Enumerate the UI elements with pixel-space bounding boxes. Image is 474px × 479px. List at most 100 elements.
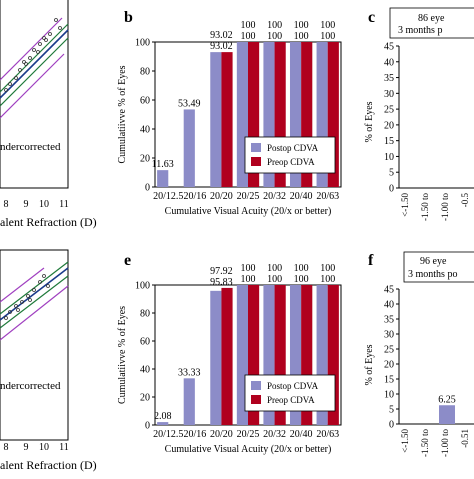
left-top-axis-label: alent Refraction (D) xyxy=(0,215,97,229)
data-label: 100 xyxy=(294,31,309,42)
bar-postop xyxy=(183,378,195,425)
y-tick-label: 20 xyxy=(384,120,394,131)
bar-postop xyxy=(316,42,328,187)
y-tick-label: 15 xyxy=(384,136,394,147)
x-tick-label: 20/12.5 xyxy=(153,191,183,202)
data-label: 6.25 xyxy=(438,394,456,405)
x-tick-label: 20/40 xyxy=(290,429,313,440)
legend-swatch xyxy=(251,395,261,404)
panel-c-ylabel: % of Eyes xyxy=(364,101,375,142)
panel-c-axis: 45 40 35 30 25 20 15 10 5 0 <-1.50 -1.50 to -1.00 to… xyxy=(384,42,474,221)
x-tick-label: 20/63 xyxy=(316,191,339,202)
y-axis-label: Cumulatiivve % of Eyes xyxy=(117,306,128,404)
x-tick-label: -1.00 to xyxy=(440,429,450,457)
panel-letter-c: c xyxy=(368,9,375,26)
bar-chart-b: b Cumulatiivve % of Eyes Cumulative Visu… xyxy=(117,9,342,217)
y-tick-label: 0 xyxy=(389,420,394,431)
scatter-points xyxy=(4,18,62,92)
x-tick-label: <-1.50 xyxy=(400,193,410,217)
x-tick-label: 20/63 xyxy=(316,429,339,440)
panel-f-box-line2: 3 months po xyxy=(408,269,457,280)
blue-line xyxy=(0,29,69,99)
bar-postop xyxy=(236,42,248,187)
data-label: 2.08 xyxy=(154,411,172,422)
data-label: 93.02 xyxy=(210,30,233,41)
y-tick-label: 0 xyxy=(145,183,150,194)
left-bottom-tick: 10 xyxy=(39,442,49,453)
x-tick-label: -1.50 to xyxy=(420,193,430,221)
y-tick-label: 80 xyxy=(140,309,150,320)
x-tick-label: -1.50 to xyxy=(420,429,430,457)
data-label: 100 xyxy=(320,20,335,31)
panel-f: f 96 eye 3 months po 45 40 35 30 25 20 15 10 5 0 <… xyxy=(364,251,474,457)
left-bottom-tick: 11 xyxy=(59,442,69,453)
x-tick-label: 20/20 xyxy=(210,191,233,202)
data-label: 100 xyxy=(294,20,309,31)
y-tick-label: 10 xyxy=(384,390,394,401)
y-tick-label: 45 xyxy=(384,42,394,53)
y-tick-label: 5 xyxy=(389,405,394,416)
panel-f-axis: 45 40 35 30 25 20 15 10 5 0 <-1.50 -1.50 to -1.00 to… xyxy=(384,285,474,457)
y-tick-label: 30 xyxy=(384,330,394,341)
y-tick-label: 25 xyxy=(384,105,394,116)
x-tick-label: <-1.50 xyxy=(400,429,410,453)
bar-preop xyxy=(327,42,339,187)
data-label: 100 xyxy=(320,31,335,42)
legend-swatch xyxy=(251,157,261,166)
data-label: 100 xyxy=(267,20,282,31)
data-label: 93.02 xyxy=(210,41,233,52)
left-top-tick: 11 xyxy=(59,199,69,210)
data-label: 100 xyxy=(320,274,335,285)
data-label: 100 xyxy=(294,263,309,274)
y-tick-label: 5 xyxy=(389,168,394,179)
bar-preop xyxy=(221,287,233,425)
y-tick-label: 35 xyxy=(384,315,394,326)
x-tick-label: 20/32 xyxy=(263,429,286,440)
y-axis-label: Cumulatiivve % of Eyes xyxy=(117,65,128,163)
panel-c-info-box xyxy=(389,7,474,39)
y-tick-label: 100 xyxy=(135,38,150,49)
y-tick-label: 30 xyxy=(384,89,394,100)
legend-label: Postop CDVA xyxy=(267,143,319,153)
left-bottom-axis-label: alent Refraction (D) xyxy=(0,458,97,472)
legend-swatch xyxy=(251,143,261,152)
bar-postop xyxy=(210,52,222,187)
y-tick-label: 40 xyxy=(140,125,150,136)
data-label: 11.63 xyxy=(152,159,174,170)
magenta-line xyxy=(0,267,45,303)
y-tick-label: 20 xyxy=(384,360,394,371)
left-bottom-annotation: ndercorrected xyxy=(0,380,61,392)
left-bottom-tick: 8 xyxy=(4,442,9,453)
y-tick-label: 15 xyxy=(384,375,394,386)
green-line xyxy=(0,275,69,329)
panel-f-ylabel: % of Eyes xyxy=(364,344,375,385)
bar-postop xyxy=(157,170,169,187)
green-line xyxy=(0,261,69,315)
x-tick-label: 20/16 xyxy=(183,429,206,440)
data-label: 100 xyxy=(294,274,309,285)
bar xyxy=(439,405,455,424)
panel-c-box-line2: 3 months p xyxy=(398,25,442,36)
scatter-points xyxy=(4,274,50,320)
y-tick-label: 0 xyxy=(389,184,394,195)
left-bottom-plot-frame xyxy=(0,249,69,441)
bar-preop xyxy=(301,285,313,425)
bar-chart-e: e Cumulatiivve % of Eyes Cumulative Visu… xyxy=(117,252,342,455)
data-label: 53.49 xyxy=(178,98,201,109)
legend-label: Preop CDVA xyxy=(267,395,315,405)
bar-preop xyxy=(301,42,313,187)
y-tick-label: 40 xyxy=(384,57,394,68)
x-tick-label: 20/32 xyxy=(263,191,286,202)
data-label: 33.33 xyxy=(178,367,201,378)
x-tick-label: 20/40 xyxy=(290,191,313,202)
x-tick-label: -0.51 xyxy=(460,429,470,448)
x-tick-label: 20/25 xyxy=(237,429,260,440)
panel-c-box-line1: 86 eye xyxy=(418,13,445,24)
left-bottom-tick: 9 xyxy=(24,442,29,453)
panel-f-info-box xyxy=(403,251,474,283)
panel-letter-b: b xyxy=(124,9,133,26)
data-label: 97.92 xyxy=(210,266,233,277)
y-tick-label: 35 xyxy=(384,73,394,84)
legend-label: Postop CDVA xyxy=(267,381,319,391)
